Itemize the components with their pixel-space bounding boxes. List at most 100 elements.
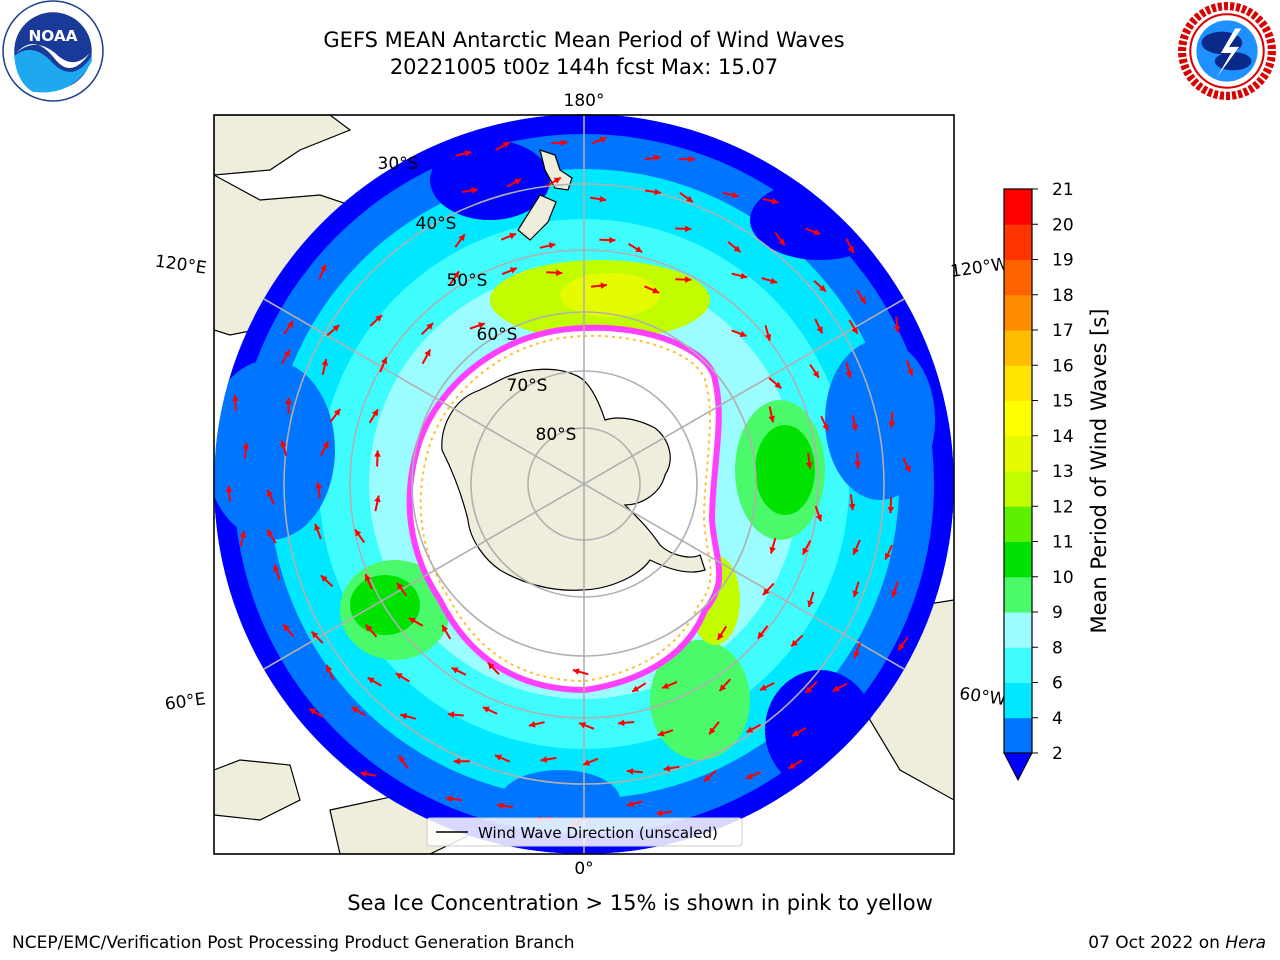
wind-wave-arrow-head: [746, 726, 754, 733]
colorbar-block: [1004, 506, 1032, 542]
wind-wave-arrow-head: [314, 524, 321, 531]
wind-wave-arrow-head: [618, 719, 625, 727]
wind-wave-arrow-head: [600, 282, 607, 289]
wind-wave-arrow-head: [321, 359, 329, 366]
wind-wave-arrow-head: [770, 277, 778, 285]
colorbar-tick-label: 4: [1052, 709, 1063, 729]
wind-wave-arrow-head: [365, 624, 373, 632]
wind-wave-arrow-head: [688, 155, 695, 163]
lon-label-60e: 60°E: [164, 689, 207, 714]
colorbar-tick-label: 9: [1052, 603, 1063, 623]
wind-wave-arrow-head: [685, 225, 692, 233]
colorbar-label: Mean Period of Wind Waves [s]: [1087, 309, 1111, 634]
wind-wave-arrow-head: [509, 232, 517, 240]
wind-wave-arrow-head: [657, 730, 665, 737]
wind-wave-arrow-head: [704, 774, 711, 782]
wind-wave-arrow-head: [769, 546, 776, 554]
wind-wave-arrow-head: [898, 643, 905, 651]
wind-wave-arrow-head: [778, 238, 785, 246]
wind-wave-arrow-head: [822, 423, 829, 431]
wind-wave-arrow-head: [231, 394, 239, 402]
wind-wave-arrow-head: [792, 730, 800, 737]
wind-wave-arrow-head: [509, 267, 517, 274]
wind-wave-arrow-head: [464, 150, 472, 157]
wind-wave-arrow-head: [663, 765, 671, 772]
wind-wave-arrow-head: [355, 529, 362, 537]
wind-wave-arrow-head: [283, 349, 290, 357]
wind-wave-arrow-head: [891, 590, 898, 597]
wind-wave-arrow-head: [351, 706, 359, 713]
wind-wave-arrow-head: [408, 617, 416, 624]
wind-wave-arrow-head: [283, 624, 290, 632]
colorbar-blocks: [1004, 189, 1032, 754]
wind-wave-arrow-head: [424, 349, 431, 357]
wind-wave-arrow-head: [364, 574, 371, 582]
wind-wave-arrow-head: [495, 754, 502, 761]
colorbar-block: [1004, 259, 1032, 296]
colorbar-block: [1004, 435, 1032, 472]
lat-label-50s: 50°S: [447, 271, 488, 291]
wind-wave-arrow-head: [280, 440, 287, 448]
footer-host: Hera: [1225, 933, 1266, 953]
wind-wave-arrow-head: [654, 154, 661, 162]
sea-ice-note: Sea Ice Concentration > 15% is shown in …: [347, 891, 933, 915]
lon-label-120e: 120°E: [154, 252, 208, 279]
colorbar-tick-label: 10: [1052, 568, 1074, 588]
wind-wave-arrow-head: [326, 665, 333, 672]
wind-wave-arrow-head: [320, 575, 328, 582]
wind-wave-arrow-head: [371, 409, 378, 417]
wind-wave-arrow-head: [399, 755, 406, 763]
colorbar-tick-label: 15: [1052, 392, 1074, 412]
map-frame: [213, 114, 955, 855]
colorbar-tick-label: 12: [1052, 497, 1074, 517]
wind-wave-arrow-head: [719, 684, 727, 691]
colorbar-block: [1004, 471, 1032, 507]
wind-wave-arrow-head: [374, 450, 381, 457]
wind-wave-arrow-head: [451, 667, 459, 674]
wind-wave-arrow-head: [852, 547, 860, 555]
noaa-logo: NOAA: [2, 0, 104, 102]
colorbar-tick-label: 18: [1052, 286, 1074, 306]
wind-wave-arrow-head: [771, 197, 779, 205]
wind-wave-arrows: [225, 136, 914, 827]
footer-credit: NCEP/EMC/Verification Post Processing Pr…: [12, 933, 575, 953]
wind-wave-arrow-head: [816, 326, 823, 334]
wind-wave-arrow-head: [627, 800, 634, 808]
wind-wave-arrow-head: [812, 370, 819, 378]
wind-wave-arrow-head: [540, 756, 548, 763]
wind-wave-arrow-head: [740, 272, 748, 280]
wind-wave-arrow-head: [497, 802, 504, 810]
wind-wave-arrow-head: [471, 187, 478, 194]
wind-wave-arrow-head: [333, 408, 341, 416]
wind-wave-arrow-head: [426, 323, 434, 330]
colorbar-block: [1004, 647, 1032, 683]
wind-wave-arrow-head: [807, 600, 814, 608]
graticule: [214, 114, 954, 854]
wind-wave-arrow-head: [656, 809, 663, 817]
wind-wave-arrow-head: [553, 177, 561, 184]
wind-wave-arrow-head: [907, 368, 914, 376]
wind-wave-arrow-head: [487, 662, 495, 670]
wind-wave-arrow-head: [686, 195, 693, 203]
wind-wave-arrow-head: [632, 685, 640, 692]
wind-wave-arrow-head: [845, 371, 853, 379]
noaa-logo-text: NOAA: [28, 27, 77, 45]
wind-wave-arrow-head: [309, 708, 317, 715]
colorbar-block: [1004, 330, 1032, 366]
wind-wave-arrow-head: [635, 246, 643, 253]
colorbar-tick-label: 13: [1052, 462, 1074, 482]
wind-wave-arrow-head: [685, 276, 692, 283]
wind-wave-arrow-head: [332, 325, 340, 332]
colorbar-tick-label: 8: [1052, 638, 1063, 658]
wind-wave-arrow-head: [662, 682, 669, 689]
colorbar-block: [1004, 541, 1032, 578]
wind-wave-arrow-head: [599, 136, 607, 143]
colorbar-tick-label: 11: [1052, 533, 1074, 553]
wind-wave-arrow-head: [583, 759, 591, 766]
wind-wave-arrow-head: [239, 530, 247, 538]
wind-wave-arrow-head: [791, 639, 798, 647]
lon-label-180: 180°: [564, 91, 605, 111]
wind-wave-arrow-head: [381, 357, 388, 365]
colorbar-tick-label: 2: [1052, 744, 1063, 764]
wind-wave-arrow-head: [813, 228, 821, 236]
